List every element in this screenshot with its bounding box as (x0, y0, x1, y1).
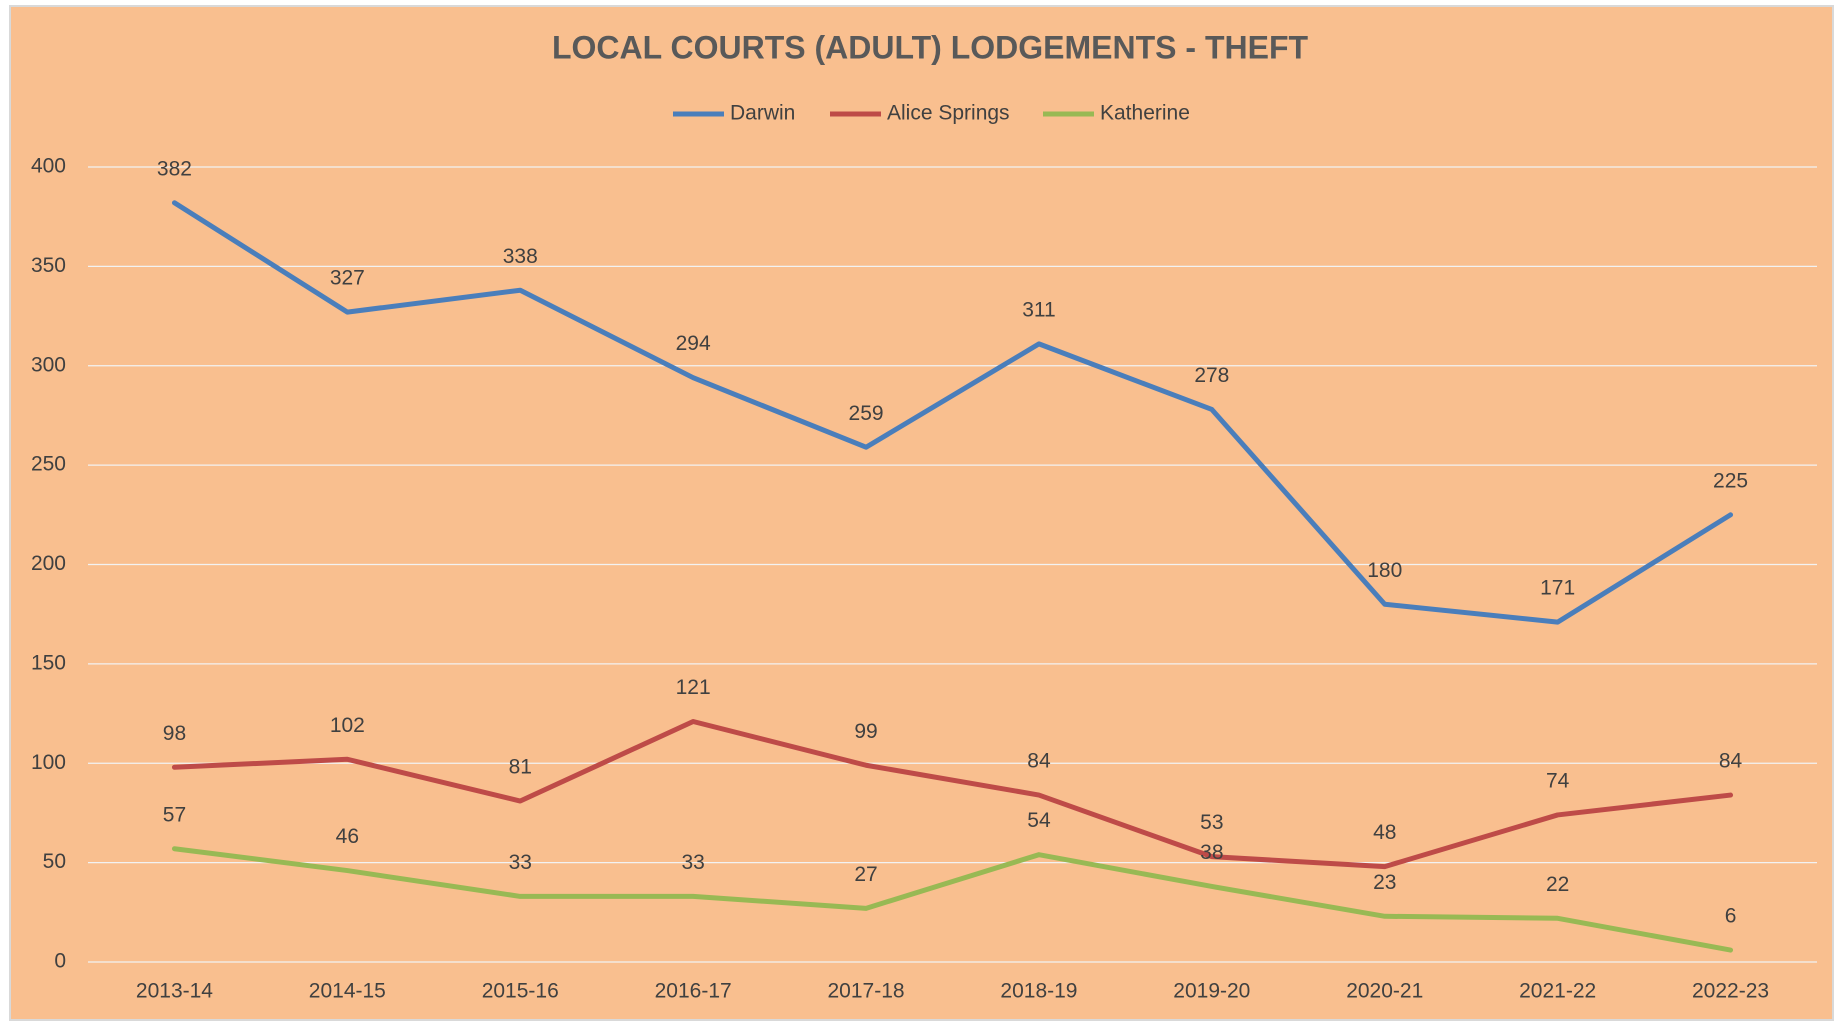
y-tick-label: 150 (31, 651, 66, 674)
series-line (171, 846, 1734, 953)
series-line (171, 200, 1734, 625)
data-label: 311 (1022, 298, 1055, 321)
x-tick-label: 2014-15 (309, 980, 386, 1003)
x-tick-label: 2013-14 (136, 980, 213, 1003)
data-label: 46 (336, 825, 359, 848)
x-tick-label: 2022-23 (1692, 980, 1769, 1003)
data-label: 84 (1027, 750, 1051, 773)
x-tick-label: 2018-19 (1000, 980, 1077, 1003)
data-label: 121 (676, 676, 711, 699)
x-tick-label: 2019-20 (1173, 980, 1250, 1003)
y-tick-label: 50 (43, 850, 66, 873)
y-tick-label: 100 (31, 751, 66, 774)
data-label: 84 (1719, 750, 1743, 773)
x-tick-label: 2021-22 (1519, 980, 1596, 1003)
data-label: 99 (854, 720, 877, 743)
data-label: 102 (330, 714, 365, 737)
data-label: 171 (1540, 577, 1575, 600)
x-tick-label: 2017-18 (828, 980, 905, 1003)
x-tick-label: 2020-21 (1346, 980, 1423, 1003)
legend-label: Darwin (730, 102, 795, 125)
data-label: 22 (1546, 873, 1569, 896)
data-label: 81 (509, 756, 532, 779)
data-label: 33 (509, 851, 532, 874)
data-label: 48 (1373, 821, 1396, 844)
y-tick-label: 200 (31, 552, 66, 575)
data-label: 327 (330, 267, 365, 290)
series-line (171, 719, 1734, 870)
data-label: 27 (854, 863, 877, 886)
data-label: 6 (1725, 905, 1737, 928)
data-label: 38 (1200, 841, 1223, 864)
data-label: 338 (503, 245, 538, 268)
data-label: 23 (1373, 871, 1396, 894)
data-label: 294 (676, 332, 711, 355)
data-label: 98 (163, 722, 186, 745)
y-tick-label: 350 (31, 254, 66, 277)
x-tick-label: 2016-17 (655, 980, 732, 1003)
data-label: 180 (1367, 559, 1402, 582)
data-label: 225 (1713, 469, 1748, 492)
data-label: 57 (163, 803, 186, 826)
chart-title: LOCAL COURTS (ADULT) LODGEMENTS - THEFT (552, 29, 1309, 65)
data-label: 33 (681, 851, 704, 874)
data-label: 278 (1194, 364, 1229, 387)
data-label: 74 (1546, 769, 1570, 792)
legend-label: Katherine (1100, 102, 1190, 125)
legend-label: Alice Springs (887, 102, 1010, 125)
y-tick-label: 0 (54, 950, 66, 973)
data-label: 54 (1027, 809, 1051, 832)
y-tick-label: 300 (31, 353, 66, 376)
y-tick-label: 250 (31, 453, 66, 476)
data-label: 382 (157, 157, 192, 180)
x-tick-label: 2015-16 (482, 980, 559, 1003)
chart-background (9, 5, 1834, 1021)
data-label: 53 (1200, 811, 1223, 834)
data-label: 259 (849, 402, 884, 425)
y-tick-label: 400 (31, 155, 66, 178)
